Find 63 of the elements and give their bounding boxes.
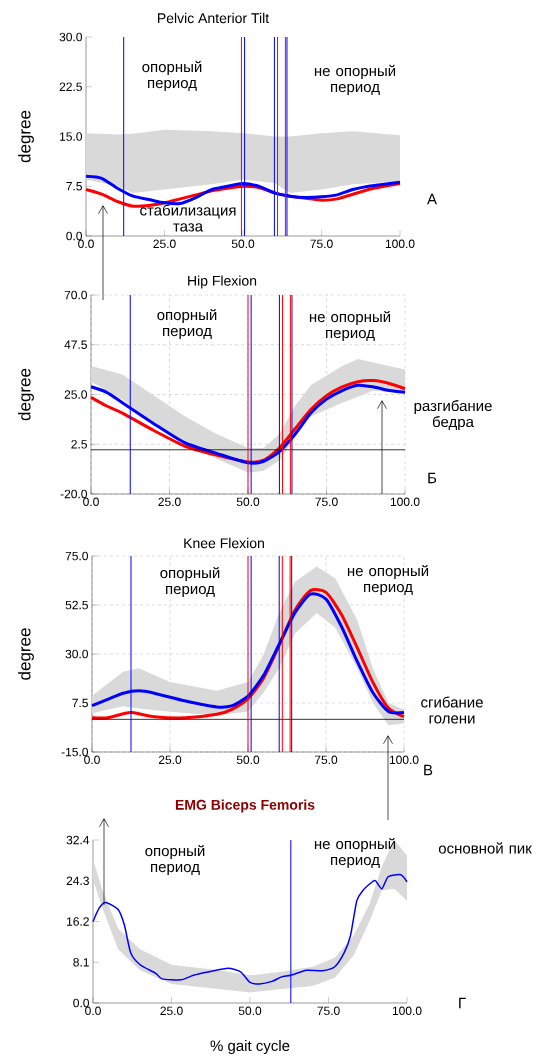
annotation: опорный период (160, 566, 220, 598)
y-axis-title: degree (18, 110, 34, 163)
x-tick-label: 0.0 (84, 755, 100, 765)
x-tick-label: 25.0 (158, 497, 181, 507)
annotation: опорный период (157, 308, 217, 340)
x-tick-label: 100.0 (385, 239, 415, 249)
x-tick-label: 25.0 (158, 755, 182, 765)
x-tick-label: 0.0 (85, 1006, 101, 1016)
annotation: стабилизация таза (140, 204, 236, 232)
y-tick-label: 47.5 (64, 340, 87, 349)
y-tick-label: 22.5 (59, 82, 82, 91)
x-tick-label: 50.0 (231, 239, 255, 249)
y-tick-label: 30.0 (65, 649, 88, 659)
chart-title: Knee Flexion (184, 537, 264, 549)
x-tick-label: 0.0 (83, 497, 99, 507)
annotation: не опорный период (309, 310, 391, 342)
y-axis-title: degree (18, 628, 34, 680)
y-tick-label: 24.3 (66, 876, 89, 885)
x-tick-label: 25.0 (160, 1006, 183, 1016)
y-tick-label: 0.0 (66, 231, 83, 241)
y-tick-label: 8.1 (73, 958, 89, 967)
x-tick-label: 75.0 (317, 1006, 340, 1016)
annotation: не опорный период (347, 564, 429, 596)
x-tick-label: 100.0 (392, 1006, 422, 1016)
annotation: опорный период (145, 844, 205, 876)
y-tick-label: 0.0 (73, 998, 90, 1008)
x-tick-label: 75.0 (315, 497, 338, 507)
x-tick-label: 50.0 (236, 755, 260, 765)
annotation: не опорный период (314, 837, 396, 869)
x-axis-title: % gait cycle (210, 1040, 290, 1054)
x-tick-label: 100.0 (390, 497, 420, 507)
x-tick-label: 75.0 (310, 239, 333, 249)
text: Г (459, 997, 466, 1009)
y-tick-label: 16.2 (67, 917, 89, 926)
y-tick-label: 7.5 (66, 182, 82, 191)
y-tick-label: 32.4 (66, 835, 90, 845)
y-axis-title: degree (18, 368, 34, 421)
text: Б (428, 472, 437, 484)
y-tick-label: 7.5 (72, 698, 88, 708)
x-tick-label: 75.0 (314, 755, 338, 765)
chart-title: Hip Flexion (188, 275, 257, 289)
y-tick-label: 70.0 (64, 290, 87, 300)
x-tick-label: 100.0 (389, 755, 419, 765)
y-tick-label: 30.0 (59, 32, 82, 42)
y-tick-label: 2.5 (71, 440, 87, 449)
text: В (424, 764, 433, 776)
y-tick-label: 15.0 (60, 132, 82, 141)
annotation: не опорный период (314, 64, 396, 96)
y-tick-label: 75.0 (65, 551, 88, 561)
annotation: опорный период (142, 60, 202, 92)
chart-title: Pelvic Anterior Tilt (158, 12, 270, 24)
text: сгибание голени (421, 696, 483, 724)
x-tick-label: 25.0 (153, 239, 176, 249)
y-tick-label: 52.5 (65, 600, 88, 610)
y-tick-label: -20.0 (60, 489, 87, 499)
chart-title: EMG Biceps Femoris (175, 799, 315, 813)
text: разгибание бедра (414, 399, 492, 431)
x-tick-label: 50.0 (236, 497, 260, 507)
text: основной пик (438, 842, 532, 854)
x-tick-label: 50.0 (238, 1006, 262, 1016)
y-tick-label: -15.0 (61, 747, 88, 757)
y-tick-label: 25.0 (64, 390, 87, 399)
text: А (427, 193, 437, 205)
